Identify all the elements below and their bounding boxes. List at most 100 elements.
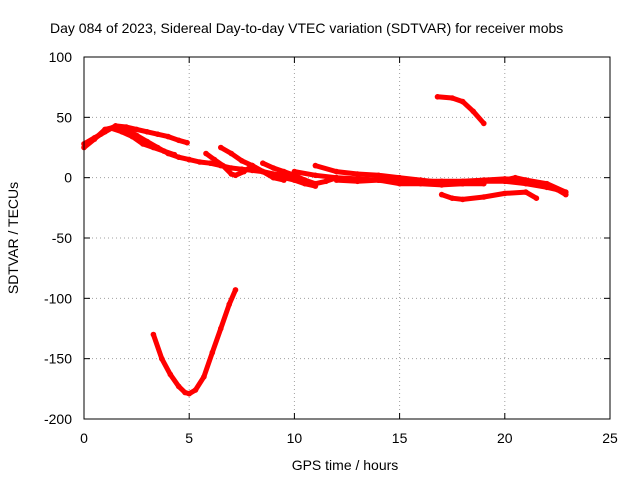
y-tick-label: 0 (64, 170, 72, 186)
data-point (241, 168, 247, 175)
data-point (312, 162, 319, 169)
chart-title: Day 084 of 2023, Sidereal Day-to-day VTE… (50, 20, 563, 36)
data-point (203, 150, 209, 157)
data-point (192, 387, 199, 393)
data-point (201, 374, 207, 380)
data-point (175, 137, 182, 144)
x-tick-label: 5 (185, 430, 193, 446)
data-point (175, 383, 182, 390)
data-point (533, 195, 540, 201)
data-point (323, 178, 329, 185)
data-point (150, 331, 157, 338)
data-point (154, 131, 161, 137)
data-point (312, 172, 319, 179)
data-point (270, 165, 277, 171)
data-point (159, 355, 165, 362)
data-point (459, 98, 466, 105)
data-point (481, 194, 487, 200)
data-point (502, 177, 508, 183)
data-point (260, 168, 266, 175)
series-line-arc-lower-late (439, 189, 539, 202)
data-point (186, 390, 192, 397)
data-point (333, 168, 340, 175)
data-point (171, 151, 178, 158)
data-point (417, 180, 424, 187)
data-point (161, 148, 167, 154)
data-point (175, 154, 182, 160)
data-point (281, 168, 287, 175)
data-point (438, 182, 445, 188)
data-point (396, 180, 403, 187)
data-point (133, 126, 140, 133)
x-tick-label: 25 (602, 430, 618, 446)
y-tick-label: 100 (49, 49, 73, 65)
x-tick-label: 15 (392, 430, 408, 446)
data-point (167, 371, 174, 378)
x-tick-label: 0 (80, 430, 88, 446)
data-point (291, 168, 298, 175)
data-point (449, 195, 456, 201)
data-point (260, 160, 266, 166)
data-point (533, 180, 540, 187)
data-point (220, 162, 226, 169)
data-point (108, 125, 115, 131)
data-point (226, 301, 232, 308)
data-point (207, 160, 213, 166)
data-point (218, 325, 224, 332)
data-point (144, 129, 150, 135)
data-point (218, 144, 224, 151)
x-tick-label: 10 (287, 430, 303, 446)
x-tick-label: 20 (497, 430, 513, 446)
y-tick-label: -200 (44, 411, 72, 427)
y-tick-label: -150 (44, 351, 72, 367)
data-point (554, 186, 561, 193)
data-point (87, 138, 94, 145)
data-point (523, 189, 529, 195)
data-point (239, 158, 245, 164)
y-tick-label: -100 (44, 290, 72, 306)
data-point (544, 184, 550, 191)
data-point (119, 129, 125, 135)
data-point (123, 124, 129, 130)
data-point (270, 172, 277, 179)
data-point (182, 389, 188, 396)
data-point (523, 177, 529, 183)
data-point (470, 108, 477, 115)
data-point (449, 95, 456, 101)
data-point (184, 139, 190, 146)
data-point (211, 156, 218, 163)
data-point (333, 177, 340, 183)
data-point (396, 174, 403, 181)
data-point (140, 141, 146, 147)
data-point (232, 172, 239, 179)
data-point (502, 190, 508, 197)
data-point (196, 159, 203, 165)
x-axis-label: GPS time / hours (292, 457, 399, 473)
series-layer (81, 94, 569, 397)
data-point (563, 191, 569, 198)
data-point (375, 172, 382, 179)
data-point (354, 171, 361, 177)
series-line-arc-mid-c (218, 145, 318, 189)
data-point (165, 133, 171, 140)
data-point (512, 174, 519, 181)
data-point (434, 94, 441, 100)
y-tick-label: 50 (56, 109, 72, 125)
data-point (354, 178, 361, 185)
data-point (228, 171, 235, 177)
series-line-arc-deep (150, 287, 238, 397)
data-point (481, 178, 487, 185)
data-point (312, 180, 319, 187)
grid (84, 57, 610, 419)
data-point (249, 162, 256, 169)
data-point (129, 133, 136, 140)
data-point (438, 191, 445, 198)
data-point (232, 287, 239, 293)
data-point (98, 131, 104, 137)
data-point (228, 150, 235, 157)
y-tick-label: -50 (52, 230, 72, 246)
data-point (291, 177, 298, 183)
data-point (209, 349, 216, 356)
